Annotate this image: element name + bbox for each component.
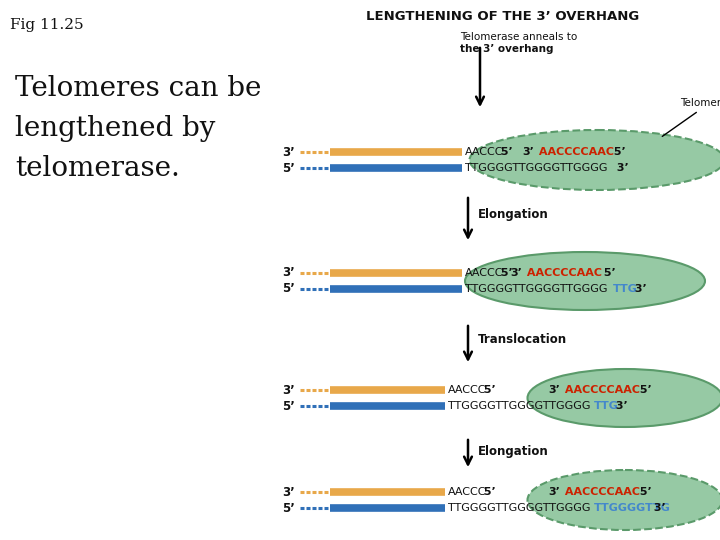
Text: TTGGGGTTG: TTGGGGTTG [594,503,671,513]
Text: Fig 11.25: Fig 11.25 [10,18,84,32]
Ellipse shape [528,470,720,530]
Text: telomerase.: telomerase. [15,155,180,182]
Text: AACCCCAAC: AACCCCAAC [561,385,640,395]
Text: TTGGGGTTGGGGTTGGGG: TTGGGGTTGGGGTTGGGG [448,401,590,411]
Ellipse shape [465,252,705,310]
Text: 3’: 3’ [612,401,628,411]
Text: 3’: 3’ [613,163,629,173]
Text: 5’: 5’ [636,487,652,497]
Ellipse shape [469,130,720,190]
Text: 5’: 5’ [282,502,295,515]
Text: 3’: 3’ [548,385,560,395]
Text: 3’: 3’ [631,284,647,294]
Text: 5’: 5’ [600,268,616,278]
Text: 5’: 5’ [497,147,513,157]
Text: Translocation: Translocation [478,333,567,346]
Text: TTG: TTG [594,401,619,411]
Text: AACCC: AACCC [448,487,487,497]
Text: 3’: 3’ [650,503,666,513]
Text: 5’: 5’ [282,161,295,174]
Text: 5’: 5’ [610,147,626,157]
Text: the 3’ overhang: the 3’ overhang [460,44,554,54]
Text: 3’: 3’ [282,485,295,498]
Text: 5’: 5’ [282,400,295,413]
Text: 3’: 3’ [282,145,295,159]
Text: 5’: 5’ [480,487,496,497]
Text: 5’: 5’ [636,385,652,395]
Text: 3’: 3’ [548,487,560,497]
Text: AACCC: AACCC [465,147,503,157]
Text: 3’: 3’ [282,383,295,396]
Text: TTGGGGTTGGGGTTGGGG: TTGGGGTTGGGGTTGGGG [465,284,608,294]
Text: LENGTHENING OF THE 3’ OVERHANG: LENGTHENING OF THE 3’ OVERHANG [366,10,639,23]
Text: 3’: 3’ [510,268,522,278]
Text: AACCCCAAC: AACCCCAAC [523,268,602,278]
Text: TTG: TTG [613,284,638,294]
Text: Telomerase: Telomerase [662,98,720,137]
Text: 5’: 5’ [497,268,513,278]
Text: 5’: 5’ [480,385,496,395]
Text: Telomerase anneals to: Telomerase anneals to [460,32,577,42]
Text: TTGGGGTTGGGGTTGGGG: TTGGGGTTGGGGTTGGGG [465,163,608,173]
Ellipse shape [528,369,720,427]
Text: Elongation: Elongation [478,445,549,458]
Text: Elongation: Elongation [478,208,549,221]
Text: 3’: 3’ [282,267,295,280]
Text: lengthened by: lengthened by [15,115,215,142]
Text: TTGGGGTTGGGGTTGGGG: TTGGGGTTGGGGTTGGGG [448,503,590,513]
Text: Telomeres can be: Telomeres can be [15,75,261,102]
Text: 5’: 5’ [282,282,295,295]
Text: AACCCCAAC: AACCCCAAC [561,487,640,497]
Text: AACCCCAAC: AACCCCAAC [535,147,614,157]
Text: AACCC: AACCC [448,385,487,395]
Text: AACCC: AACCC [465,268,503,278]
Text: 3’: 3’ [522,147,534,157]
